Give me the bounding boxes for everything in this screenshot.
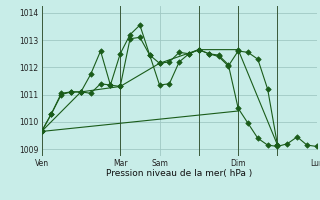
X-axis label: Pression niveau de la mer( hPa ): Pression niveau de la mer( hPa ) xyxy=(106,169,252,178)
